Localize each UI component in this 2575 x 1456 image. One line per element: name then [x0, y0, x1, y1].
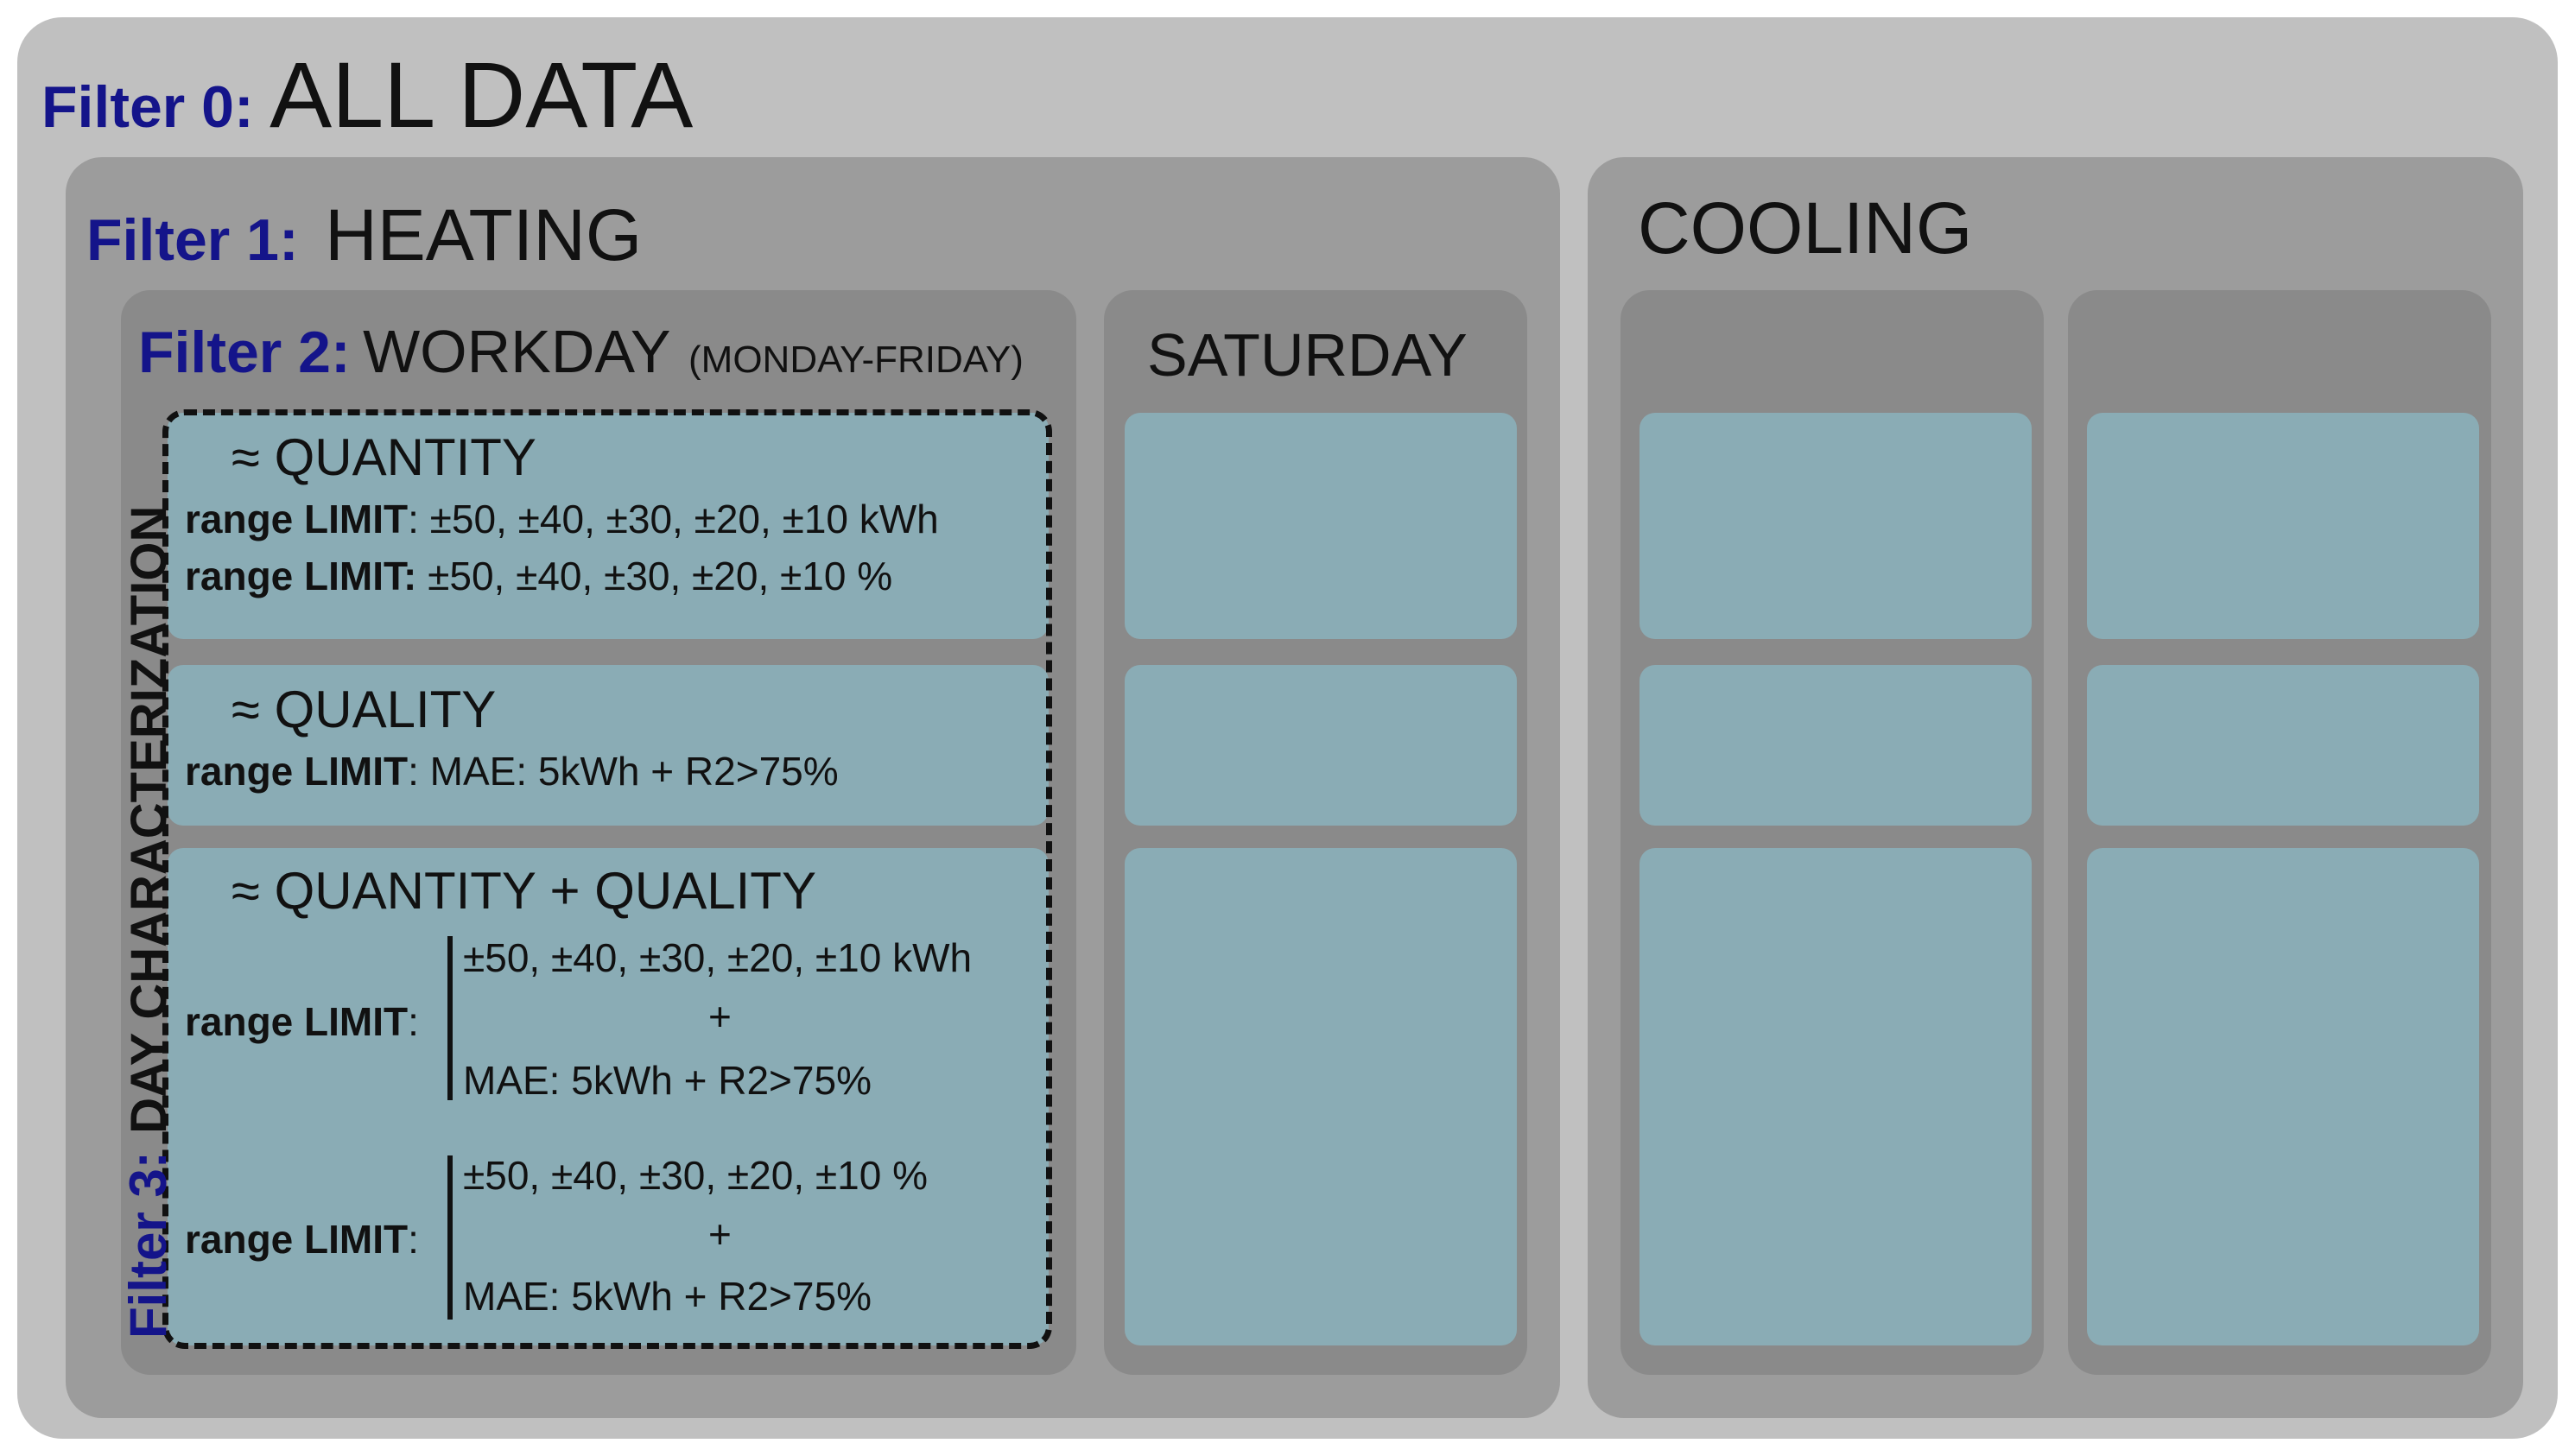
combined-group1-bottom: MAE: 5kWh + R2>75%	[463, 1058, 872, 1103]
cooling-title: COOLING	[1638, 187, 1973, 269]
cooling-workday-combined-cell	[1640, 848, 2032, 1345]
quality-line1: range LIMIT: MAE: 5kWh + R2>75%	[185, 751, 839, 791]
filter3-title: DAY CHARACTERIZATION	[121, 505, 177, 1134]
filter3-label: Filter 3:	[119, 1151, 177, 1339]
filter2-heading: Filter 2: WORKDAY (MONDAY-FRIDAY)	[138, 321, 1024, 382]
cooling-saturday-quantity-cell	[2087, 413, 2479, 639]
filter0-title: ALL DATA	[270, 42, 694, 147]
combined-group2-label-row: range LIMIT:	[185, 1219, 419, 1259]
quantity-title: ≈ QUANTITY	[231, 428, 536, 486]
quality-line1-label: range LIMIT	[185, 749, 409, 794]
filter3-heading: Filter 3: DAY CHARACTERIZATION	[119, 505, 177, 1339]
saturday-title: SATURDAY	[1147, 321, 1468, 389]
combined-group2-label: range LIMIT	[185, 1217, 409, 1262]
filter1-heading: Filter 1: HEATING	[86, 199, 642, 271]
combined-group2-plus: +	[708, 1212, 732, 1257]
quantity-line2-value: ±50, ±40, ±30, ±20, ±10 %	[416, 554, 893, 598]
workday-note: (MONDAY-FRIDAY)	[688, 339, 1024, 381]
filter2-label: Filter 2:	[138, 320, 351, 385]
filter0-heading: Filter 0: ALL DATA	[41, 48, 693, 142]
filter0-label: Filter 0:	[41, 74, 254, 140]
combined-group2-bracket	[447, 1155, 453, 1320]
quality-line1-value: : MAE: 5kWh + R2>75%	[408, 749, 839, 794]
cooling-saturday-quality-cell	[2087, 665, 2479, 826]
combined-group1-label-row: range LIMIT:	[185, 1002, 419, 1041]
quantity-line2-label: range LIMIT:	[185, 554, 417, 598]
workday-title: WORKDAY	[363, 318, 671, 385]
combined-group1-plus: +	[708, 994, 732, 1039]
combined-group1-colon: :	[408, 999, 419, 1044]
combined-group1-label: range LIMIT	[185, 999, 409, 1044]
quality-title: ≈ QUALITY	[231, 681, 497, 738]
cooling-workday-quality-cell	[1640, 665, 2032, 826]
cooling-workday-quantity-cell	[1640, 413, 2032, 639]
quantity-line1-value: : ±50, ±40, ±30, ±20, ±10 kWh	[408, 497, 939, 541]
saturday-combined-cell	[1125, 848, 1517, 1345]
workday-combined-cell	[168, 848, 1049, 1345]
combined-group1-bracket	[447, 936, 453, 1100]
saturday-quality-cell	[1125, 665, 1517, 826]
quantity-line1-label: range LIMIT	[185, 497, 409, 541]
combined-group2-top: ±50, ±40, ±30, ±20, ±10 %	[463, 1153, 928, 1198]
day-characterization-outline	[162, 409, 1052, 1349]
cooling-saturday-combined-cell	[2087, 848, 2479, 1345]
saturday-quantity-cell	[1125, 413, 1517, 639]
filter1-label: Filter 1:	[86, 207, 299, 273]
quantity-line2: range LIMIT: ±50, ±40, ±30, ±20, ±10 %	[185, 556, 892, 596]
combined-group2-colon: :	[408, 1217, 419, 1262]
heating-title: HEATING	[325, 194, 643, 275]
combined-group1-top: ±50, ±40, ±30, ±20, ±10 kWh	[463, 935, 973, 980]
quantity-line1: range LIMIT: ±50, ±40, ±30, ±20, ±10 kWh	[185, 499, 939, 539]
combined-group2-bottom: MAE: 5kWh + R2>75%	[463, 1274, 872, 1319]
workday-quality-cell	[168, 665, 1049, 826]
workday-quantity-cell	[168, 413, 1049, 639]
combined-title: ≈ QUANTITY + QUALITY	[231, 862, 816, 920]
